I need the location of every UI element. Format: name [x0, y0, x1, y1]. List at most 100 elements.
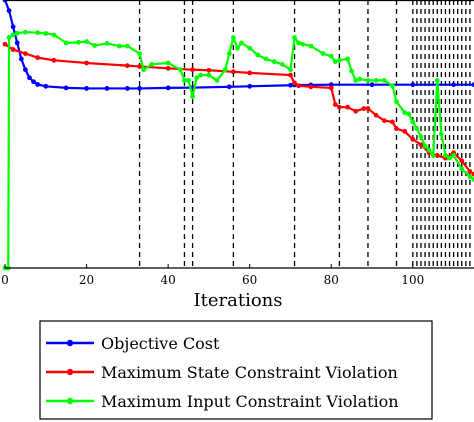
- series-2-point: [296, 83, 302, 89]
- series-line-2: [4, 43, 474, 176]
- series-1-point: [451, 82, 457, 88]
- series-3-point: [104, 41, 110, 46]
- series-3-point: [418, 134, 424, 140]
- series-3-point: [255, 52, 261, 58]
- series-3-point: [230, 35, 236, 40]
- series-3-point: [414, 126, 420, 132]
- series-2-point: [308, 84, 314, 90]
- series-3-point: [222, 67, 228, 73]
- series-3-point: [271, 59, 277, 65]
- legend-swatch-marker-1: [66, 339, 74, 347]
- series-2-point: [394, 126, 399, 132]
- series-3-point: [447, 155, 452, 161]
- x-tick-label: 20: [79, 273, 94, 287]
- series-2-point: [345, 104, 350, 110]
- series-3-point: [279, 61, 285, 67]
- series-2-point: [410, 136, 416, 142]
- series-3-point: [63, 40, 69, 46]
- series-3-point: [214, 78, 220, 83]
- series-2-point: [467, 169, 473, 174]
- x-tick-label: 80: [324, 273, 339, 287]
- series-3-point: [373, 78, 379, 83]
- series-3-point: [337, 57, 342, 63]
- series-2-point: [471, 171, 474, 177]
- series-3-point: [76, 39, 81, 45]
- series-3-point: [92, 43, 98, 48]
- series-2-point: [22, 51, 28, 56]
- series-1-point: [137, 86, 142, 91]
- series-3-point: [247, 45, 253, 51]
- series-3-point: [406, 111, 412, 117]
- series-3-point: [328, 53, 334, 59]
- series-2-point: [402, 128, 408, 134]
- series-3-point: [471, 177, 474, 182]
- series-3-point: [438, 131, 444, 137]
- series-1-point: [369, 82, 375, 88]
- series-1-point: [35, 82, 41, 87]
- series-2-point: [35, 55, 41, 61]
- series-3-point: [390, 83, 395, 89]
- series-3-point: [6, 35, 12, 40]
- legend-label-1: Objective Cost: [101, 334, 220, 353]
- x-axis: 0 20 40 60 80 100: [1, 0, 474, 287]
- series-3-point: [206, 72, 212, 78]
- legend-swatch-marker-2: [66, 368, 74, 376]
- series-1-point: [6, 8, 12, 14]
- series-2-point: [247, 70, 253, 76]
- series-2-point: [137, 64, 142, 69]
- series-3-point: [365, 78, 371, 83]
- series-2-point: [84, 60, 89, 66]
- series-2-point: [292, 80, 297, 86]
- series-2-point: [328, 85, 334, 91]
- series-3-point: [353, 78, 359, 83]
- series-1-point: [63, 85, 69, 91]
- series-3-point: [296, 40, 302, 46]
- series-3-point: [84, 39, 89, 44]
- series-3-point: [345, 56, 350, 62]
- series-3-point: [124, 43, 130, 49]
- series-3-point: [190, 94, 196, 99]
- series-3-point: [51, 32, 57, 38]
- legend-box: [39, 320, 433, 420]
- series-1-point: [288, 82, 293, 88]
- series-3-point: [422, 143, 428, 149]
- series-2-point: [434, 153, 440, 158]
- series-3-point: [198, 72, 204, 78]
- series-1-point: [226, 84, 232, 90]
- series-2-point: [332, 102, 338, 107]
- series-3-point: [292, 35, 297, 40]
- series-1-point: [84, 86, 89, 91]
- series-2-point: [165, 65, 171, 71]
- series-3-point: [381, 78, 387, 83]
- series-3-point: [467, 174, 473, 180]
- series-3-point: [14, 30, 20, 36]
- x-axis-label: Iterations: [194, 290, 283, 311]
- series-3-point: [137, 51, 142, 56]
- series-1-point: [247, 83, 253, 89]
- series-1-point: [18, 56, 24, 62]
- series-1-point: [104, 86, 110, 91]
- series-1-point: [43, 83, 49, 89]
- plot-area: [2, 0, 474, 271]
- series-3-point: [402, 110, 408, 115]
- legend: Objective Cost Maximum State Constraint V…: [39, 320, 433, 420]
- series-1-point: [27, 75, 32, 81]
- series-3-point: [177, 67, 183, 73]
- series-1-point: [10, 24, 16, 30]
- series-1-point: [31, 79, 36, 85]
- series-3-point: [357, 76, 363, 82]
- series-3-point: [235, 45, 240, 51]
- series-3-point: [459, 166, 465, 172]
- series-3-point: [263, 56, 269, 62]
- series-3-point: [10, 32, 16, 38]
- series-3-point: [165, 60, 171, 66]
- series-2-point: [365, 106, 371, 111]
- x-tick-label: 100: [401, 273, 424, 287]
- series-2-point: [2, 41, 8, 47]
- series-2-point: [381, 118, 387, 123]
- legend-swatch-marker-3: [66, 397, 74, 405]
- series-3-point: [141, 67, 147, 73]
- series-2-point: [459, 158, 465, 164]
- series-2-point: [10, 47, 16, 52]
